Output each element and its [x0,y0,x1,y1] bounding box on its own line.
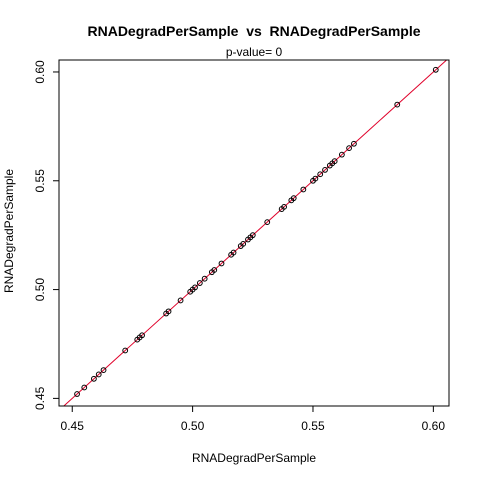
data-point [211,267,218,273]
data-point [91,375,97,382]
data-point [312,175,319,182]
data-point [281,203,287,210]
y-tick-label: 0.50 [33,278,47,302]
chart-subtitle: p-value= 0 [226,45,283,59]
data-point [338,151,345,158]
data-point [264,219,271,226]
data-point [346,145,352,152]
x-axis: 0.45 0.50 0.55 0.60 [61,406,446,433]
y-tick-label: 0.45 [33,386,47,410]
data-point [218,260,225,267]
data-point [249,232,256,239]
plot-frame [58,59,450,407]
data-point [139,332,145,339]
data-point [100,367,107,373]
y-axis-label: RNADegradPerSample [2,169,16,293]
data-point [317,171,324,178]
y-tick-label: 0.55 [33,169,47,193]
data-point [322,166,328,173]
data-point [240,240,247,247]
data-points [74,66,439,397]
data-point [394,101,401,108]
data-point [230,249,237,256]
x-tick-label: 0.50 [181,419,205,433]
data-point [95,371,102,378]
data-point [290,195,297,202]
chart-title: RNADegradPerSample vs RNADegradPerSample [87,23,420,39]
data-point [74,391,80,397]
x-tick-label: 0.45 [61,419,85,433]
x-tick-label: 0.55 [301,419,325,433]
reference-line [63,60,448,406]
x-tick-label: 0.60 [422,419,446,433]
y-tick-label: 0.60 [33,60,47,84]
data-point [196,280,203,286]
data-point [201,275,208,282]
reference-line-group [63,60,448,406]
y-axis: 0.45 0.50 0.55 0.60 [33,60,59,410]
data-point [432,66,439,73]
data-point [331,158,338,165]
data-point [81,384,88,391]
data-point [177,297,184,304]
data-point [122,347,129,354]
data-point [165,308,172,315]
data-point [192,284,198,291]
data-point [300,186,307,193]
x-axis-label: RNADegradPerSample [192,451,316,465]
data-point [351,140,357,147]
